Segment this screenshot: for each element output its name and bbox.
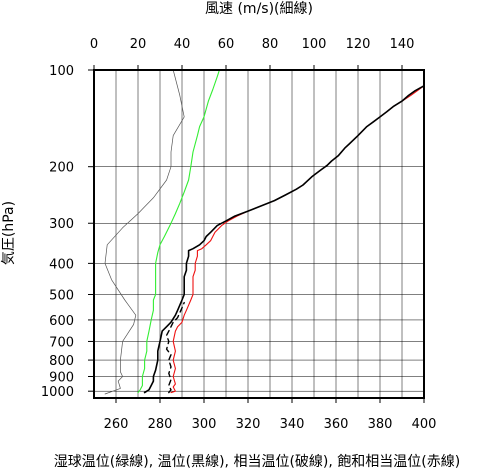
series-line-wind xyxy=(104,69,185,395)
left-tick-label: 600 xyxy=(49,314,74,329)
series-line-theta_e xyxy=(165,301,185,394)
series-layer xyxy=(104,69,425,395)
top-axis-tick-labels: 0 20 40 60 80 100 120 140 xyxy=(90,37,415,70)
left-tick-label: 100 xyxy=(49,64,74,79)
left-tick-label: 700 xyxy=(49,335,74,350)
top-axis-title: 風速 (m/s)(細線) xyxy=(205,1,313,17)
top-tick-label: 0 xyxy=(90,37,98,52)
bottom-axis-title: 湿球温位(緑線), 温位(黒線), 相当温位(破線), 飽和相当温位(赤線) xyxy=(54,453,460,470)
left-tick-label: 300 xyxy=(49,217,74,232)
top-tick-label: 40 xyxy=(174,37,191,52)
top-tick-label: 20 xyxy=(130,37,147,52)
left-tick-label: 400 xyxy=(49,257,74,272)
left-tick-label: 800 xyxy=(49,354,74,369)
left-tick-label: 900 xyxy=(49,370,74,385)
top-tick-label: 80 xyxy=(262,37,279,52)
top-tick-label: 140 xyxy=(390,37,415,52)
bottom-tick-label: 280 xyxy=(148,417,173,432)
top-tick-label: 100 xyxy=(302,37,327,52)
series-line-wet_bulb_theta xyxy=(137,69,220,394)
bottom-tick-label: 380 xyxy=(368,417,393,432)
bottom-axis-tick-labels: 260 280 300 320 340 360 380 400 xyxy=(104,398,437,432)
bottom-tick-label: 340 xyxy=(280,417,305,432)
left-tick-label: 1000 xyxy=(41,385,74,400)
top-tick-label: 60 xyxy=(218,37,235,52)
series-line-theta xyxy=(143,85,425,394)
left-axis-title: 気圧(hPa) xyxy=(1,201,17,265)
top-tick-label: 120 xyxy=(346,37,371,52)
bottom-tick-label: 320 xyxy=(236,417,261,432)
bottom-tick-label: 300 xyxy=(192,417,217,432)
plot-frame xyxy=(93,69,425,399)
bottom-tick-label: 360 xyxy=(324,417,349,432)
grid xyxy=(93,69,425,398)
bottom-tick-label: 400 xyxy=(412,417,437,432)
left-tick-label: 500 xyxy=(49,289,74,304)
left-tick-label: 200 xyxy=(49,161,74,176)
bottom-tick-label: 260 xyxy=(104,417,129,432)
